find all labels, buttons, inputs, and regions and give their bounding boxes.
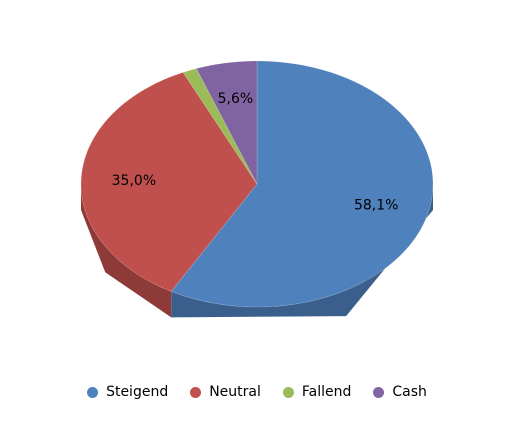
legend-item: Fallend: [282, 384, 352, 400]
legend: Steigend Neutral Fallend Cash: [0, 384, 514, 400]
legend-marker: [87, 386, 99, 398]
legend-label: Cash: [392, 384, 427, 400]
legend-label: Steigend: [106, 384, 169, 400]
pie-area: 58,1% 35,0% 5,6%: [80, 60, 434, 318]
legend-marker: [190, 386, 202, 398]
slice: [80, 72, 258, 292]
data-label: 58,1%: [354, 198, 398, 214]
legend-label: Neutral: [209, 384, 261, 400]
legend-label: Fallend: [301, 384, 352, 400]
slice-side: [81, 184, 172, 318]
slice: [195, 60, 258, 185]
legend-marker: [282, 386, 294, 398]
legend-item: Neutral: [190, 384, 261, 400]
legend-marker: [373, 386, 385, 398]
legend-item: Cash: [373, 384, 427, 400]
data-label: 5,6%: [218, 91, 254, 107]
slice: [170, 60, 434, 308]
data-label: 35,0%: [112, 173, 156, 189]
slice-side: [171, 184, 434, 318]
legend-item: Steigend: [87, 384, 168, 400]
